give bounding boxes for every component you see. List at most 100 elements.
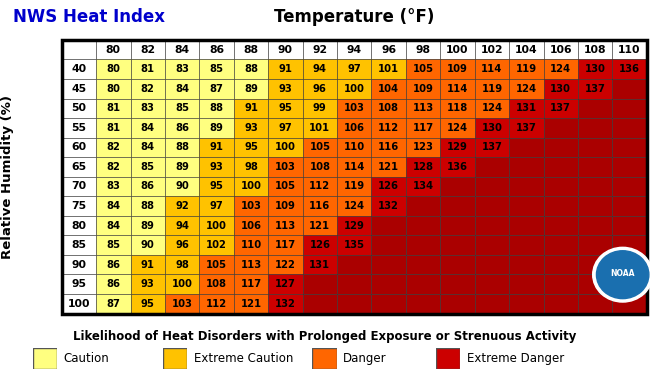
Bar [440,98,474,118]
Text: 90: 90 [141,240,155,250]
Bar [96,294,131,314]
Text: 87: 87 [107,299,120,309]
Bar [371,98,406,118]
Text: 128: 128 [413,162,434,172]
Bar [474,118,509,138]
Bar [543,59,578,79]
Text: 82: 82 [140,45,155,55]
Bar [303,274,337,294]
Text: 117: 117 [275,240,296,250]
Bar [96,98,131,118]
Bar [303,235,337,255]
Bar [337,40,371,59]
Bar [200,235,234,255]
Text: 94: 94 [176,220,189,231]
Bar [578,157,612,177]
Text: 84: 84 [107,201,120,211]
Bar [474,79,509,98]
Text: Temperature (°F): Temperature (°F) [274,8,434,26]
Bar [200,177,234,196]
Bar [96,177,131,196]
Text: 89: 89 [210,123,224,133]
Text: 109: 109 [447,64,468,74]
Bar [303,98,337,118]
Text: 84: 84 [107,220,120,231]
Bar [612,40,647,59]
Bar [474,255,509,274]
Bar [337,196,371,216]
Bar [543,118,578,138]
Text: 124: 124 [447,123,468,133]
Text: 50: 50 [72,103,86,113]
Bar [371,235,406,255]
Bar [96,40,131,59]
Bar [578,196,612,216]
Bar [474,294,509,314]
Text: 117: 117 [240,279,261,289]
Bar [509,216,543,235]
Text: 110: 110 [344,142,365,152]
Text: 95: 95 [244,142,258,152]
Bar [406,196,440,216]
Text: 137: 137 [585,84,606,94]
Text: 99: 99 [313,103,327,113]
Bar [303,59,337,79]
Text: 97: 97 [210,201,224,211]
Bar [62,98,96,118]
Text: 106: 106 [344,123,365,133]
Bar [509,138,543,157]
Bar [200,157,234,177]
Bar [406,79,440,98]
Bar [131,235,165,255]
Bar [303,255,337,274]
Text: 102: 102 [480,45,503,55]
Text: 118: 118 [447,103,468,113]
Bar [96,274,131,294]
Text: 103: 103 [344,103,365,113]
Bar [62,196,96,216]
Bar [62,177,96,196]
Text: 135: 135 [344,240,365,250]
Text: 96: 96 [381,45,396,55]
Bar [165,138,200,157]
Text: Extreme Danger: Extreme Danger [467,352,564,365]
Bar [62,235,96,255]
Bar [543,79,578,98]
Bar [474,216,509,235]
Text: 100: 100 [447,45,469,55]
Bar [578,79,612,98]
Bar [62,255,96,274]
Text: 85: 85 [72,240,86,250]
Circle shape [597,251,649,299]
Bar [96,235,131,255]
Bar [268,118,303,138]
Bar [165,216,200,235]
Bar [406,216,440,235]
Text: 82: 82 [141,84,155,94]
Text: 98: 98 [415,45,430,55]
Bar [96,196,131,216]
Bar [303,157,337,177]
Text: 86: 86 [209,45,224,55]
Text: 94: 94 [346,45,362,55]
Bar [509,274,543,294]
Bar [543,98,578,118]
Bar [200,40,234,59]
Text: 88: 88 [244,45,259,55]
Bar [268,196,303,216]
Text: Danger: Danger [343,352,387,365]
Bar [440,118,474,138]
Text: 84: 84 [175,84,189,94]
Bar [440,274,474,294]
Bar [543,40,578,59]
Text: 80: 80 [72,220,86,231]
Bar [474,235,509,255]
Text: 89: 89 [244,84,258,94]
Text: 109: 109 [413,84,434,94]
Bar [234,79,268,98]
Bar [509,196,543,216]
Bar [578,216,612,235]
Bar [509,294,543,314]
Text: 97: 97 [347,64,361,74]
Bar [165,274,200,294]
